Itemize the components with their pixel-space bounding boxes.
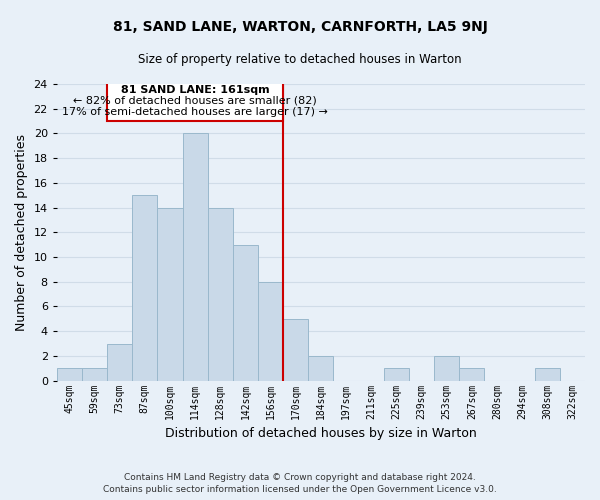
FancyBboxPatch shape [107,82,283,121]
Bar [157,208,182,380]
Bar [459,368,484,380]
Text: Contains HM Land Registry data © Crown copyright and database right 2024.: Contains HM Land Registry data © Crown c… [124,472,476,482]
Bar [258,282,283,380]
Bar [208,208,233,380]
Bar [57,368,82,380]
Bar [434,356,459,380]
Bar [82,368,107,380]
Bar [233,244,258,380]
X-axis label: Distribution of detached houses by size in Warton: Distribution of detached houses by size … [165,427,477,440]
Bar [107,344,132,380]
Bar [535,368,560,380]
Y-axis label: Number of detached properties: Number of detached properties [15,134,28,331]
Text: Size of property relative to detached houses in Warton: Size of property relative to detached ho… [138,52,462,66]
Text: Contains public sector information licensed under the Open Government Licence v3: Contains public sector information licen… [103,485,497,494]
Text: 81 SAND LANE: 161sqm: 81 SAND LANE: 161sqm [121,85,269,95]
Bar [308,356,334,380]
Text: 81, SAND LANE, WARTON, CARNFORTH, LA5 9NJ: 81, SAND LANE, WARTON, CARNFORTH, LA5 9N… [113,20,487,34]
Text: 17% of semi-detached houses are larger (17) →: 17% of semi-detached houses are larger (… [62,108,328,118]
Bar [132,195,157,380]
Bar [384,368,409,380]
Bar [283,319,308,380]
Text: ← 82% of detached houses are smaller (82): ← 82% of detached houses are smaller (82… [73,96,317,106]
Bar [182,134,208,380]
